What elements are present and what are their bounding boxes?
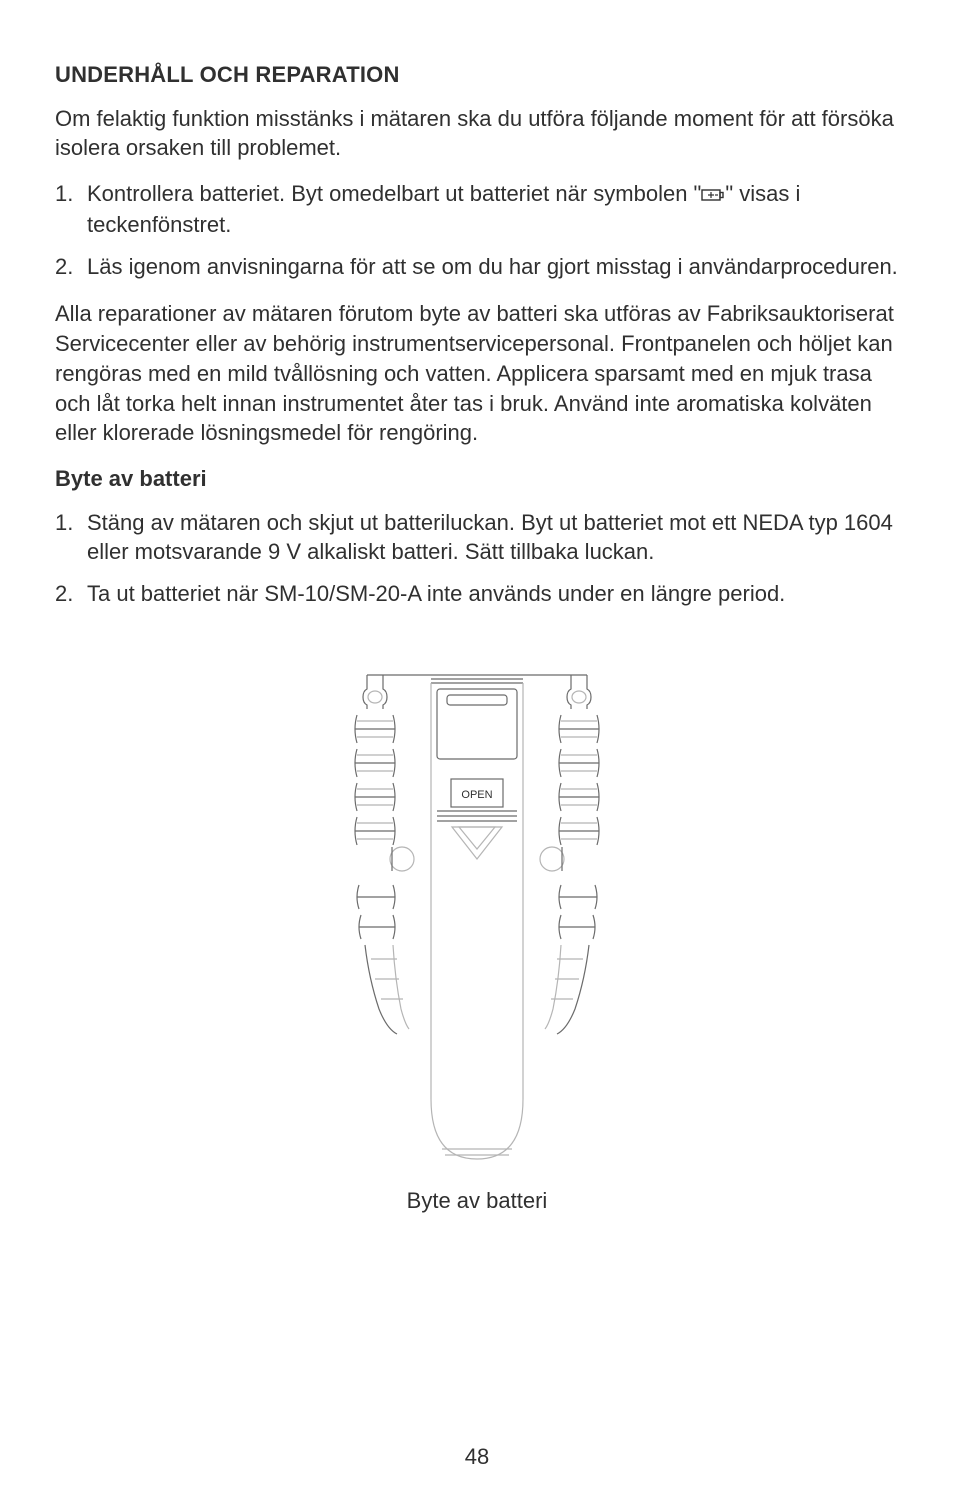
list-item: Stäng av mätaren och skjut ut batteriluc…	[55, 508, 899, 567]
troubleshooting-list: Kontrollera batteriet. Byt omedelbart ut…	[55, 179, 899, 281]
battery-subheading: Byte av batteri	[55, 464, 899, 494]
figure-container: OPEN	[55, 669, 899, 1216]
device-battery-diagram: OPEN	[297, 669, 657, 1169]
battery-steps-list: Stäng av mätaren och skjut ut batteriluc…	[55, 508, 899, 609]
list-item-text-pre: Kontrollera batteriet. Byt omedelbart ut…	[87, 181, 701, 206]
section-heading: UNDERHÅLL OCH REPARATION	[55, 60, 899, 90]
page-number: 48	[0, 1442, 954, 1472]
figure-caption: Byte av batteri	[55, 1186, 899, 1216]
list-item: Ta ut batteriet när SM-10/SM-20-A inte a…	[55, 579, 899, 609]
open-label: OPEN	[461, 789, 492, 801]
service-paragraph: Alla reparationer av mätaren förutom byt…	[55, 299, 899, 447]
list-item: Kontrollera batteriet. Byt omedelbart ut…	[55, 179, 899, 240]
low-battery-icon	[701, 180, 725, 210]
intro-paragraph: Om felaktig funktion misstänks i mätaren…	[55, 104, 899, 163]
list-item: Läs igenom anvisningarna för att se om d…	[55, 252, 899, 282]
